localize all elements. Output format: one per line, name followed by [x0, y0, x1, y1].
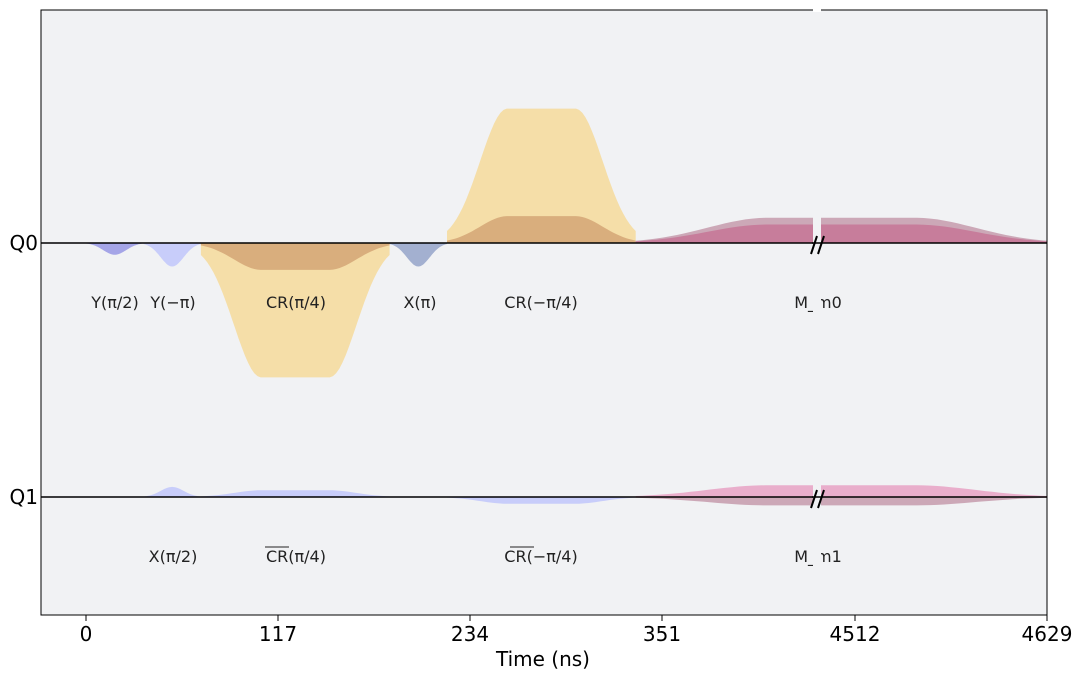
pulse-q0-1 — [143, 243, 201, 267]
pulse-q0-0 — [86, 243, 144, 255]
pulse-q1-2 — [447, 497, 636, 504]
gate-label-q1-1: CR(π/4) — [266, 547, 326, 566]
x-axis-ticks: 0 117 234 351 4512 4629 — [80, 615, 1073, 646]
x-tick-label-2: 234 — [451, 622, 489, 646]
pulse-q0-5 — [447, 108, 636, 243]
axis-break — [810, 0, 825, 615]
gate-label-q0-0: Y(π/2) — [90, 293, 138, 312]
plot-frame — [40, 9, 1048, 616]
pulse-q1-0 — [143, 486, 201, 497]
gate-label-q1-0: X(π/2) — [149, 547, 198, 566]
gate-label-q0-3: X(π) — [403, 293, 436, 312]
channel-label-q0: Q0 — [10, 231, 38, 255]
pulse-q0-6 — [447, 216, 636, 243]
break-mark-q0 — [810, 235, 825, 255]
pulse-q1-3 — [635, 485, 1047, 497]
x-tick-label-4: 4512 — [830, 622, 881, 646]
pulse-q0-3 — [200, 243, 390, 270]
pulse-q0-2 — [200, 243, 390, 378]
x-tick-label-5: 4629 — [1022, 622, 1073, 646]
pulse-layer — [86, 108, 1047, 506]
channel-label-q1: Q1 — [10, 485, 38, 509]
gate-label-q0-4: CR(−π/4) — [504, 293, 577, 312]
x-axis-title: Time (ns) — [495, 647, 590, 671]
pulse-q1-4 — [635, 497, 1047, 506]
gate-label-q0-2: CR(π/4) — [266, 293, 326, 312]
gate-label-q0-1: Y(−π) — [149, 293, 195, 312]
axis-break-gap-plot — [813, 10, 821, 615]
pulse-q1-1 — [200, 490, 390, 497]
plot-background — [41, 10, 1047, 615]
gate-label-q1-2: CR(−π/4) — [504, 547, 577, 566]
pulse-q0-8 — [635, 224, 1047, 243]
break-mark-q1 — [810, 489, 825, 509]
pulse-q0-4 — [389, 243, 447, 267]
x-tick-label-3: 351 — [643, 622, 681, 646]
x-tick-label-1: 117 — [259, 622, 297, 646]
channel-baselines — [41, 242, 1047, 498]
x-tick-label-0: 0 — [80, 622, 93, 646]
plot-frame-top-gap — [813, 8, 821, 12]
